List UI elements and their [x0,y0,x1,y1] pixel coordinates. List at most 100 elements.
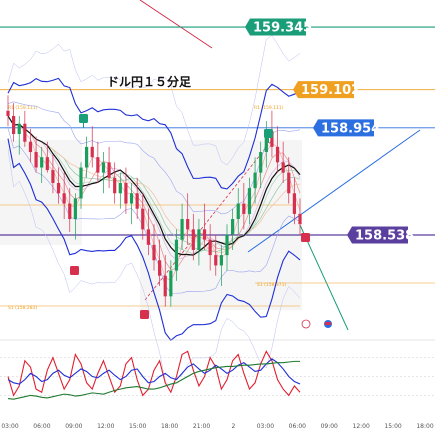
time-tick-label: 09:00 [321,423,338,430]
candle-body [90,146,94,158]
candle-body [208,239,212,256]
candle-body [135,193,139,209]
blue-trend-line [247,129,421,253]
time-tick-label: 06:00 [33,423,50,430]
candle-body [174,239,179,271]
sell-signal-marker [301,233,310,242]
bollinger-bands [7,35,301,388]
candle-body [242,203,246,214]
candle-body [62,193,66,204]
event-icon[interactable] [301,319,311,329]
candle-body [292,193,296,214]
candle-body [225,234,229,256]
candle-body [163,275,167,297]
price-tag-159345: 159.345 [245,18,312,36]
candle-body [17,123,21,134]
time-tick-label: 21:00 [193,423,210,430]
candle-body [197,229,201,250]
price-tag-158954: 158.954 [313,119,380,137]
ma-line [7,115,301,254]
time-tick-label: 2 [232,423,236,430]
candle-body [51,170,55,183]
time-axis: 03:00 06:00 09:00 12:00 15:00 18:00 21:00 2 03:0… [1,423,433,430]
price-tag-159102: 159.102 [293,81,360,99]
candle-body [68,203,72,220]
candle-body [214,255,218,266]
candle-body [253,172,257,189]
candle-body [96,157,100,173]
candle-body [107,162,111,178]
r1-label-right: R1 (159.111) [254,105,284,111]
candle-body [6,110,10,116]
time-tick-label: 12:00 [97,423,114,430]
time-tick-label: 18:00 [416,423,433,430]
candle-body [129,193,134,204]
oscillator-green-line [7,360,300,400]
candle-body [236,203,240,220]
candle-body [34,152,38,168]
sell-signal-marker [70,266,79,275]
red-dashed-line [144,139,273,301]
candle-body [146,229,150,245]
candle-body [124,182,128,204]
buy-signal-marker [79,114,88,123]
chart-title: ドル円１５分足 [107,74,191,89]
time-tick-label: 15:00 [129,423,146,430]
band-line [7,148,301,388]
candle-body [79,167,83,199]
candlesticks [6,95,302,307]
oscillator-red-line [7,350,301,397]
candle-body [56,182,61,194]
candle-body [270,131,274,147]
s1-label: S1 (158.283) [8,305,38,311]
candle-body [73,198,77,220]
r1-label: R1 (159.111) [8,105,38,111]
candle-body [101,162,106,173]
candle-body [281,162,285,173]
candle-body [12,115,16,134]
candle-body [264,131,268,153]
band-line [7,138,301,342]
band-line [7,101,301,215]
candle-body [169,270,173,297]
candle-body [118,182,122,194]
candle-body [287,172,291,194]
candle-body [85,146,89,168]
green-projection-line [299,224,349,331]
candle-body [186,219,190,230]
s1b-label: S1 (158.371) [257,282,287,288]
candle-body [219,255,223,266]
oscillator-blue-line [7,358,301,385]
time-tick-label: 18:00 [161,423,178,430]
signal-markers [70,114,310,319]
candle-body [180,219,184,240]
candle-body [275,146,280,163]
band-line [7,35,301,166]
time-tick-label: 09:00 [65,423,82,430]
candle-body [40,157,44,168]
time-tick-label: 03:00 [257,423,274,430]
candle-body [191,229,195,250]
oscillator-pane [0,350,435,400]
candle-body [113,177,117,194]
buy-signal-marker [264,129,273,138]
candle-body [28,141,33,153]
time-tick-label: 06:00 [289,423,306,430]
red-trend-line [139,0,213,49]
band-line [7,77,301,190]
svg-text:158.538: 158.538 [355,229,414,244]
svg-text:158.954: 158.954 [321,121,380,136]
price-tag-158538: 158.538 [347,226,414,244]
time-tick-label: 12:00 [353,423,370,430]
candle-body [247,188,252,214]
ma-line [7,115,301,255]
ma-line [7,115,301,260]
candle-body [152,244,156,261]
candle-body [23,123,27,142]
svg-text:159.102: 159.102 [301,83,360,98]
candle-body [231,219,235,235]
candle-body [158,260,162,276]
candle-body [45,157,49,171]
ma-main-line [7,115,301,256]
